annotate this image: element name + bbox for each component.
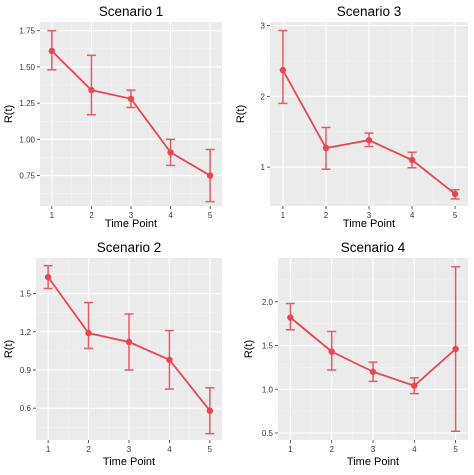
y-axis-title: R(t) bbox=[3, 105, 15, 123]
data-point-3 bbox=[369, 368, 377, 375]
data-point-1 bbox=[44, 273, 52, 281]
data-point-3 bbox=[127, 95, 135, 102]
x-axis-title: Time Point bbox=[105, 218, 157, 230]
x-tick-label: 5 bbox=[453, 211, 458, 220]
y-tick-label: 2.0 bbox=[262, 298, 274, 307]
data-point-5 bbox=[206, 172, 214, 179]
x-tick-label: 5 bbox=[453, 445, 458, 454]
data-point-4 bbox=[408, 156, 416, 164]
data-point-2 bbox=[328, 348, 335, 355]
x-tick-label: 3 bbox=[127, 445, 132, 454]
y-tick-label: 0.75 bbox=[19, 172, 35, 181]
chart-panel-4: 1 2 3 4 5 0.5 1.0 1.5 2.0 Scenario 4 Time Point R(t… bbox=[243, 240, 468, 468]
data-point-4 bbox=[411, 382, 418, 389]
y-tick-label: 0.5 bbox=[262, 429, 274, 438]
x-tick-label: 4 bbox=[412, 445, 417, 454]
data-point-1 bbox=[48, 47, 56, 55]
x-tick-label: 4 bbox=[410, 211, 415, 220]
chart-title: Scenario 4 bbox=[341, 240, 406, 255]
x-tick-label: 5 bbox=[208, 211, 213, 220]
data-point-3 bbox=[125, 338, 133, 346]
x-tick-label: 4 bbox=[167, 445, 172, 454]
x-tick-label: 3 bbox=[367, 211, 372, 220]
x-tick-label: 2 bbox=[324, 211, 329, 220]
x-tick-label: 3 bbox=[129, 211, 134, 220]
y-tick-label: 0.9 bbox=[20, 366, 32, 375]
x-tick-label: 2 bbox=[329, 445, 334, 454]
data-point-2 bbox=[88, 86, 95, 94]
y-tick-label: 1 bbox=[261, 163, 266, 172]
chart-panel-2: 1 2 3 4 5 1 2 3 Scenario 3 Time Point R(t) bbox=[235, 4, 468, 230]
data-point-5 bbox=[451, 190, 459, 198]
x-tick-label: 1 bbox=[281, 211, 286, 220]
data-point-5 bbox=[206, 407, 214, 414]
x-axis-title: Time Point bbox=[343, 218, 395, 230]
x-tick-label: 1 bbox=[50, 211, 55, 220]
chart-title: Scenario 2 bbox=[97, 240, 162, 255]
y-tick-label: 1.25 bbox=[19, 99, 35, 108]
y-tick-label: 1.50 bbox=[19, 63, 35, 72]
data-point-3 bbox=[365, 136, 373, 144]
x-axis-title: Time Point bbox=[103, 456, 155, 468]
y-tick-label: 1.5 bbox=[262, 342, 274, 351]
y-axis-title: R(t) bbox=[243, 340, 255, 358]
chart-title: Scenario 3 bbox=[337, 4, 402, 19]
chart-title: Scenario 1 bbox=[99, 4, 164, 19]
y-tick-label: 1.00 bbox=[19, 135, 35, 144]
y-tick-label: 2 bbox=[261, 92, 266, 101]
data-point-2 bbox=[322, 144, 330, 152]
x-tick-label: 1 bbox=[46, 445, 51, 454]
chart-panel-1: 1 2 3 4 5 0.75 1.00 1.25 1.50 1.75 Scenario 1 Time … bbox=[3, 4, 222, 230]
data-point-2 bbox=[85, 329, 92, 337]
data-point-4 bbox=[166, 356, 173, 364]
data-point-4 bbox=[167, 149, 174, 156]
y-tick-label: 1.5 bbox=[20, 290, 32, 299]
x-tick-label: 1 bbox=[288, 445, 293, 454]
x-tick-label: 3 bbox=[371, 445, 376, 454]
x-tick-label: 5 bbox=[208, 445, 213, 454]
y-tick-label: 1.0 bbox=[262, 385, 274, 394]
data-point-5 bbox=[452, 345, 459, 353]
y-axis-title: R(t) bbox=[3, 340, 15, 358]
chart-panel-3: 1 2 3 4 5 0.6 0.9 1.2 1.5 Scenario 2 Time Point R(t… bbox=[3, 240, 222, 468]
y-tick-label: 1.75 bbox=[19, 27, 35, 36]
x-tick-label: 4 bbox=[168, 211, 173, 220]
x-axis-title: Time Point bbox=[347, 456, 399, 468]
x-tick-label: 2 bbox=[86, 445, 91, 454]
y-axis-title: R(t) bbox=[235, 105, 247, 123]
y-tick-label: 3 bbox=[261, 22, 266, 31]
x-tick-label: 2 bbox=[89, 211, 94, 220]
y-tick-label: 0.6 bbox=[20, 404, 32, 413]
data-point-1 bbox=[287, 314, 294, 321]
y-tick-label: 1.2 bbox=[20, 328, 32, 337]
data-point-1 bbox=[279, 66, 287, 74]
